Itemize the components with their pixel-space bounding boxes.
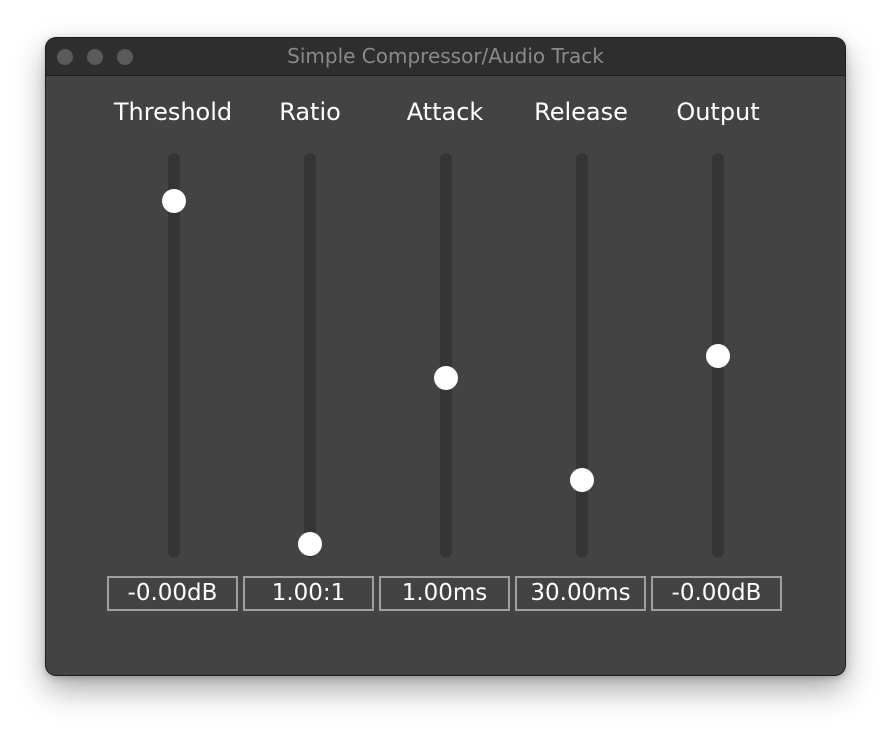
output-slider-thumb[interactable]: [706, 343, 730, 368]
attack-value-field[interactable]: 1.00ms: [379, 576, 510, 611]
zoom-window-button[interactable]: [117, 49, 133, 65]
release-value-field[interactable]: 30.00ms: [515, 576, 646, 611]
threshold-label: Threshold: [113, 98, 233, 126]
release-slider-thumb[interactable]: [570, 467, 594, 492]
ratio-slider-thumb[interactable]: [298, 532, 322, 556]
close-window-button[interactable]: [57, 49, 73, 65]
window-title: Simple Compressor/Audio Track: [287, 44, 604, 68]
compressor-window: Simple Compressor/Audio Track Threshold …: [46, 38, 845, 675]
ratio-value-field[interactable]: 1.00:1: [243, 576, 374, 611]
ratio-slider[interactable]: [298, 153, 322, 558]
title-bar[interactable]: Simple Compressor/Audio Track: [46, 38, 845, 76]
attack-label: Attack: [406, 98, 484, 126]
attack-slider-thumb[interactable]: [434, 366, 458, 391]
attack-slider[interactable]: [434, 153, 458, 558]
threshold-slider[interactable]: [162, 153, 186, 558]
output-value-field[interactable]: -0.00dB: [651, 576, 782, 611]
output-slider[interactable]: [706, 153, 730, 558]
release-slider[interactable]: [570, 153, 594, 558]
minimize-window-button[interactable]: [87, 49, 103, 65]
release-label: Release: [534, 98, 628, 126]
threshold-slider-thumb[interactable]: [162, 188, 186, 213]
ratio-label: Ratio: [279, 98, 341, 126]
threshold-value-field[interactable]: -0.00dB: [107, 576, 238, 611]
output-label: Output: [676, 98, 760, 126]
